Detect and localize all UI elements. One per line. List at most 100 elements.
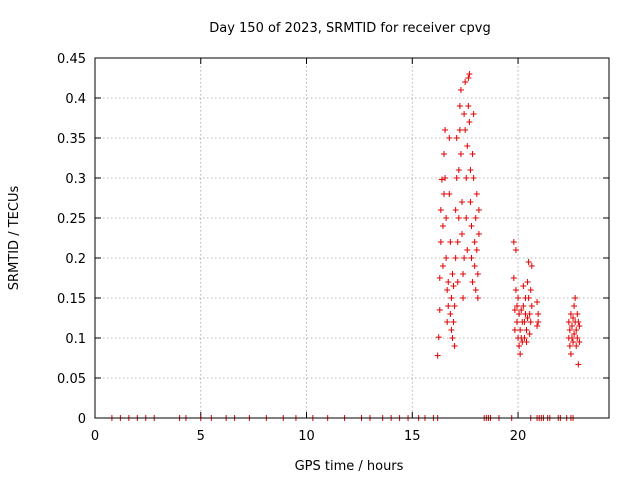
y-tick-label: 0.45	[57, 52, 86, 67]
data-point	[473, 247, 480, 253]
data-point	[434, 352, 441, 359]
data-point	[456, 127, 463, 133]
data-point	[464, 247, 471, 253]
data-point	[473, 191, 480, 197]
data-point	[523, 327, 530, 333]
data-point	[574, 335, 581, 341]
data-point	[571, 303, 578, 309]
data-point	[463, 175, 470, 181]
data-point	[474, 295, 481, 301]
data-point	[517, 351, 524, 357]
data-point	[471, 263, 478, 269]
data-point	[445, 279, 452, 285]
data-point	[567, 311, 574, 317]
x-tick-label: 5	[197, 429, 205, 444]
data-point	[437, 239, 444, 245]
data-point	[455, 215, 462, 221]
data-point	[457, 87, 464, 93]
data-point	[566, 343, 573, 349]
data-point	[439, 223, 446, 229]
data-point	[466, 71, 473, 77]
data-point	[465, 75, 472, 81]
y-tick-label: 0.4	[65, 92, 86, 107]
data-point	[568, 335, 575, 341]
data-point	[448, 295, 455, 301]
grid-lines	[95, 58, 609, 418]
data-point	[511, 327, 518, 333]
data-point	[475, 231, 482, 237]
data-point	[570, 339, 577, 345]
data-point	[444, 287, 451, 293]
y-tick-label: 0.1	[65, 332, 86, 347]
data-point	[435, 334, 442, 341]
data-point	[447, 311, 454, 317]
data-point	[517, 327, 524, 333]
data-point	[469, 151, 476, 157]
data-point	[446, 135, 453, 141]
data-point	[462, 127, 469, 133]
data-point	[512, 287, 519, 293]
data-point	[568, 323, 575, 329]
data-point	[510, 239, 517, 245]
data-point	[438, 176, 445, 183]
data-point	[450, 319, 457, 325]
x-tick-label: 10	[298, 429, 315, 444]
data-point	[458, 199, 465, 205]
data-point	[445, 303, 452, 309]
data-point	[468, 255, 475, 261]
data-point	[466, 119, 473, 125]
data-point	[461, 111, 468, 117]
data-point	[575, 361, 582, 368]
data-point	[523, 339, 530, 345]
x-tick-label: 20	[510, 429, 527, 444]
data-point	[534, 299, 541, 305]
data-point	[576, 339, 583, 345]
data-point	[451, 343, 458, 349]
data-point	[444, 319, 451, 325]
data-point	[526, 311, 533, 317]
data-point	[454, 279, 461, 285]
data-point	[443, 215, 450, 221]
data-point	[454, 239, 461, 245]
data-point	[462, 79, 469, 85]
data-point	[510, 275, 517, 281]
data-point	[453, 135, 460, 141]
chart-title: Day 150 of 2023, SRMTID for receiver cpv…	[209, 21, 491, 36]
data-point	[470, 111, 477, 117]
data-point	[474, 271, 481, 277]
data-point	[520, 283, 527, 289]
data-point	[520, 303, 527, 309]
data-point	[451, 303, 458, 309]
y-tick-label: 0.15	[57, 292, 86, 307]
data-point	[512, 247, 519, 253]
data-point	[471, 239, 478, 245]
data-point	[464, 143, 471, 149]
data-point	[448, 327, 455, 333]
data-point	[513, 303, 520, 309]
data-point	[468, 223, 475, 229]
data-point	[469, 279, 476, 285]
data-point	[567, 351, 574, 357]
data-point	[572, 295, 579, 301]
axis-ticks: 0 0.05 0.1 0.15 0.2 0.25 0.3 0.35 0.4 0.45 0 5 10 15 2…	[57, 52, 609, 444]
x-tick-label: 15	[404, 429, 421, 444]
data-point	[472, 215, 479, 221]
data-point	[470, 175, 477, 181]
data-point	[442, 127, 449, 133]
data-point	[575, 319, 582, 325]
data-point	[511, 307, 518, 313]
data-point	[452, 207, 459, 213]
data-point	[576, 323, 583, 329]
data-point	[455, 167, 462, 173]
data-point	[524, 279, 531, 285]
data-point	[565, 319, 572, 325]
data-point	[566, 327, 573, 333]
data-point	[460, 271, 467, 277]
data-point	[441, 191, 448, 197]
x-axis-label: GPS time / hours	[295, 459, 404, 474]
data-point	[571, 331, 578, 337]
data-point	[457, 151, 464, 157]
data-point	[534, 323, 541, 329]
data-point	[453, 175, 460, 181]
